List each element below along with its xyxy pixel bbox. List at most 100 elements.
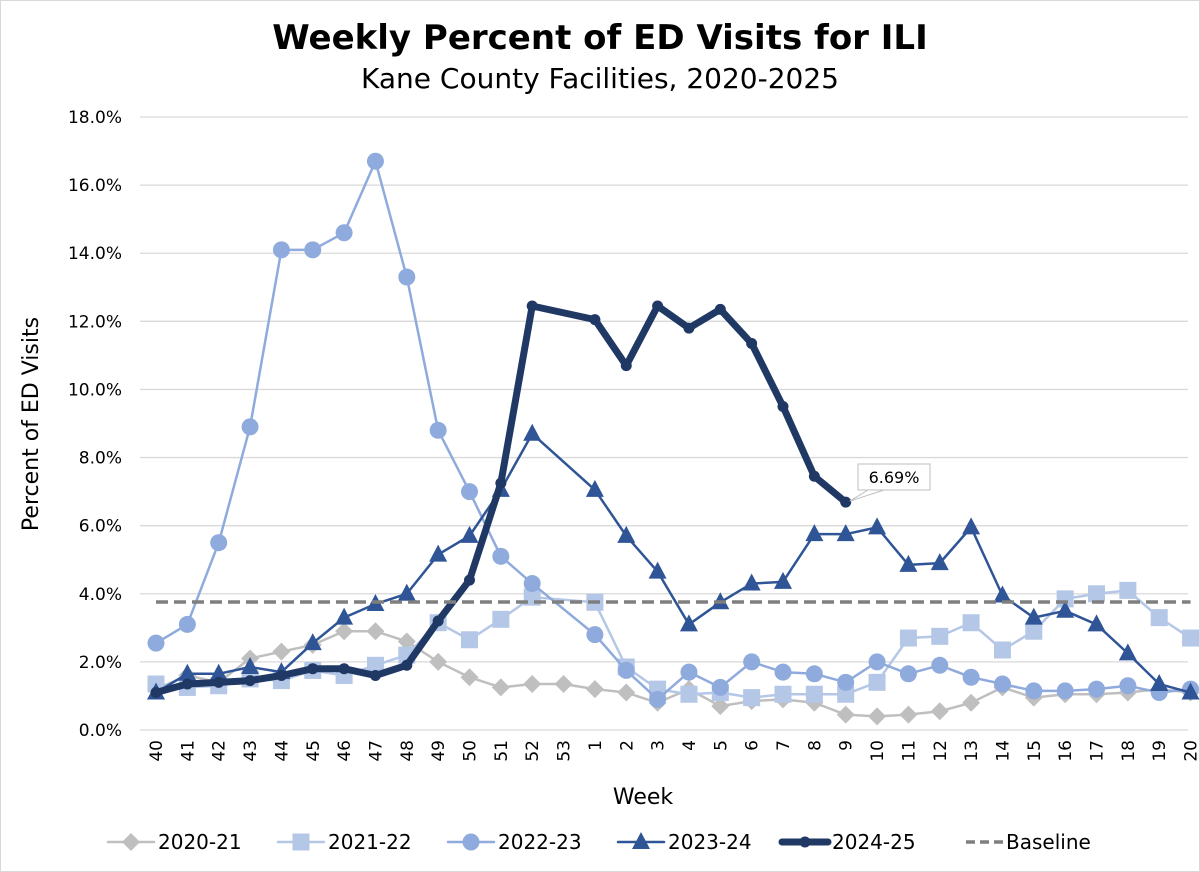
data-point	[432, 615, 444, 627]
x-tick-label: 44	[272, 740, 292, 762]
data-point	[993, 585, 1012, 603]
data-point	[307, 663, 319, 675]
data-point	[492, 547, 510, 565]
data-point	[805, 665, 823, 683]
legend-item-2024-25[interactable]: 2024-25	[778, 830, 916, 854]
data-point	[742, 573, 761, 591]
data-point	[585, 479, 604, 497]
data-point	[1150, 609, 1168, 627]
legend-item-2022-23[interactable]: 2022-23	[446, 830, 582, 854]
data-point	[429, 652, 448, 671]
chart-subtitle: Kane County Facilities, 2020-2025	[361, 62, 839, 95]
y-axis-ticks: 0.0% 2.0% 4.0% 6.0% 8.0% 10.0% 12.0% 14.0% 16.0%…	[68, 108, 122, 741]
x-tick-label: 14	[993, 740, 1013, 762]
data-point	[303, 633, 322, 651]
data-point	[460, 668, 479, 687]
data-point	[304, 241, 322, 259]
x-tick-label: 53	[555, 740, 575, 762]
data-point	[210, 534, 228, 552]
data-point	[1025, 682, 1043, 700]
series-line	[152, 302, 850, 697]
legend-item-Baseline[interactable]: Baseline	[966, 830, 1091, 854]
data-point	[397, 583, 416, 601]
data-point	[1088, 585, 1105, 603]
y-tick-label: 4.0%	[79, 585, 122, 605]
data-point	[178, 615, 196, 633]
data-point	[620, 360, 632, 372]
x-tick-label: 15	[1025, 740, 1045, 762]
data-point	[366, 152, 384, 170]
data-point	[993, 641, 1011, 659]
data-point	[1088, 680, 1105, 698]
data-point	[962, 517, 981, 535]
x-tick-label: 6	[743, 740, 763, 751]
data-point	[808, 470, 820, 482]
data-point	[272, 642, 291, 661]
data-point	[461, 631, 478, 649]
data-point	[711, 697, 730, 716]
x-tick-label: 5	[711, 740, 731, 751]
x-tick-label: 10	[868, 740, 888, 762]
legend-item-2023-24[interactable]: 2023-24	[616, 830, 752, 854]
x-tick-label: 46	[335, 740, 355, 762]
y-tick-label: 12.0%	[68, 312, 122, 332]
legend-marker	[292, 833, 310, 851]
y-tick-label: 2.0%	[79, 653, 122, 673]
data-point	[743, 689, 761, 707]
data-point	[244, 675, 256, 687]
data-point	[680, 685, 698, 703]
x-tick-label: 47	[366, 740, 386, 762]
data-point	[868, 673, 886, 691]
legend-item-2020-21[interactable]: 2020-21	[106, 830, 242, 854]
data-point	[840, 496, 852, 508]
data-point	[397, 632, 416, 651]
data-point	[868, 707, 887, 726]
data-point	[147, 634, 165, 652]
data-point	[460, 525, 479, 543]
data-point	[241, 418, 259, 436]
x-tick-label: 52	[523, 740, 543, 762]
legend-label: 2022-23	[498, 830, 582, 854]
x-tick-label: 50	[461, 740, 481, 762]
y-axis-label: Percent of ED Visits	[19, 317, 44, 531]
x-tick-label: 3	[649, 740, 669, 751]
legend-marker	[122, 833, 140, 851]
data-point	[1150, 674, 1169, 692]
data-point	[899, 629, 917, 647]
data-point	[931, 656, 949, 674]
data-point	[178, 663, 197, 681]
legend-marker	[632, 832, 650, 849]
data-point	[398, 268, 416, 286]
data-point	[962, 693, 981, 712]
data-point	[335, 224, 353, 242]
data-point	[366, 622, 385, 641]
x-tick-label: 45	[304, 740, 324, 762]
data-point	[461, 483, 478, 501]
x-tick-label: 7	[774, 740, 794, 751]
legend-label: 2024-25	[832, 830, 916, 854]
legend-label: Baseline	[1006, 830, 1091, 854]
x-tick-label: 18	[1119, 740, 1139, 762]
data-point	[523, 423, 542, 441]
x-tick-label: 16	[1056, 740, 1076, 762]
x-tick-label: 2	[617, 740, 637, 751]
legend-item-2021-22[interactable]: 2021-22	[276, 830, 412, 854]
data-point	[464, 574, 475, 586]
data-point	[930, 702, 949, 721]
data-point	[683, 322, 695, 334]
chart-title: Weekly Percent of ED Visits for ILI	[272, 18, 928, 58]
data-point	[899, 665, 917, 683]
x-tick-label: 12	[931, 740, 951, 762]
data-point	[837, 673, 855, 691]
y-tick-label: 18.0%	[68, 108, 122, 128]
data-point	[868, 517, 887, 535]
annotation-label: 6.69%	[869, 468, 920, 487]
data-point	[743, 653, 761, 671]
x-tick-label: 41	[178, 740, 198, 762]
x-tick-label: 8	[805, 740, 825, 751]
data-point	[429, 421, 447, 439]
data-point	[526, 300, 538, 312]
data-point	[868, 653, 886, 671]
